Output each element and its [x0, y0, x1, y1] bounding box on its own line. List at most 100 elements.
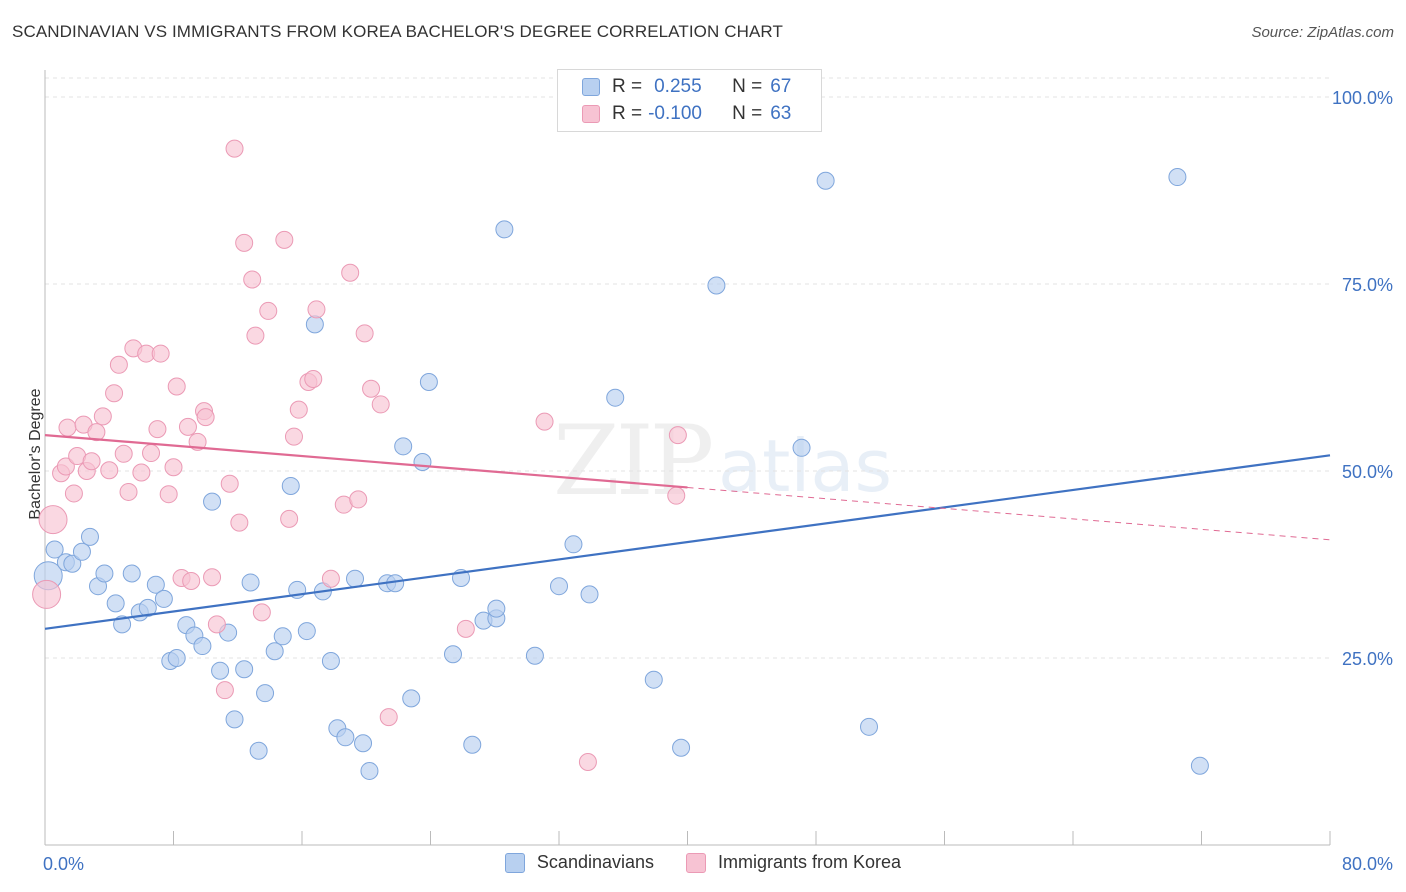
data-point-scandinavian: [413, 453, 432, 472]
data-point-scandinavian: [256, 684, 275, 703]
data-point-korea: [349, 490, 368, 509]
data-point-korea: [371, 395, 390, 414]
data-point-korea: [109, 355, 128, 374]
data-point-korea: [119, 482, 138, 501]
data-point-scandinavian: [1190, 756, 1209, 775]
data-point-scandinavian: [225, 710, 244, 729]
data-point-korea: [321, 569, 340, 588]
data-point-korea: [225, 139, 244, 158]
legend-label-korea: Immigrants from Korea: [718, 852, 902, 872]
data-point-korea: [289, 400, 308, 419]
data-point-korea: [355, 324, 374, 343]
trend-line-dashed-korea: [687, 486, 1331, 541]
watermark-zip: ZIP: [553, 405, 714, 517]
data-point-scandinavian: [354, 734, 373, 753]
data-point-korea: [132, 463, 151, 482]
data-point-korea: [456, 619, 475, 638]
legend-label-scandinavians: Scandinavians: [536, 852, 655, 872]
data-point-korea: [275, 230, 294, 249]
legend-swatch-blue: [504, 852, 525, 873]
data-point-scandinavian: [443, 645, 462, 664]
data-point-korea: [159, 485, 178, 504]
data-point-scandinavian: [235, 660, 254, 679]
data-point-korea: [58, 418, 77, 437]
series-legend: Scandinavians Immigrants from Korea: [0, 852, 1406, 873]
y-tick-label: 100.0%: [1332, 88, 1393, 108]
source-label: Source: ZipAtlas.com: [1251, 24, 1394, 41]
data-point-korea: [578, 752, 597, 771]
data-point-scandinavian: [463, 735, 482, 754]
data-point-scandinavian: [122, 564, 141, 583]
data-point-scandinavian: [816, 171, 835, 190]
y-tick-label: 25.0%: [1342, 649, 1393, 669]
data-point-scandinavian: [95, 564, 114, 583]
data-point-scandinavian: [80, 527, 99, 546]
data-point-korea: [148, 420, 167, 439]
data-point-scandinavian: [321, 651, 340, 670]
trend-line-scandinavian: [44, 454, 1331, 630]
data-point-korea: [362, 379, 381, 398]
data-point-scandinavian: [525, 646, 544, 665]
data-point-korea: [379, 708, 398, 727]
data-point-scandinavian: [606, 388, 625, 407]
data-point-korea: [93, 407, 112, 426]
data-point-scandinavian: [281, 476, 300, 495]
data-point-korea: [56, 457, 75, 476]
x-tick-label-max: 80.0%: [1342, 854, 1393, 874]
legend-r-value: -0.100: [648, 103, 702, 124]
data-point-scandinavian: [394, 437, 413, 456]
data-point-korea: [38, 505, 68, 535]
data-point-korea: [284, 427, 303, 446]
data-point-scandinavian: [154, 589, 173, 608]
legend-swatch-pink: [686, 852, 707, 873]
data-point-scandinavian: [495, 220, 514, 239]
data-point-korea: [668, 426, 687, 445]
data-point-korea: [304, 369, 323, 388]
x-tick-label-min: 0.0%: [43, 854, 84, 874]
data-point-scandinavian: [1168, 168, 1187, 187]
data-point-scandinavian: [360, 761, 379, 780]
legend-swatch-blue: [582, 78, 600, 96]
data-point-korea: [178, 417, 197, 436]
data-point-korea: [182, 571, 201, 590]
data-point-scandinavian: [249, 741, 268, 760]
data-point-korea: [196, 408, 215, 427]
data-point-scandinavian: [203, 492, 222, 511]
data-point-scandinavian: [346, 569, 365, 588]
data-point-korea: [114, 444, 133, 463]
data-point-korea: [667, 486, 686, 505]
data-point-scandinavian: [211, 661, 230, 680]
data-point-korea: [252, 603, 271, 622]
legend-n-label: N =: [732, 103, 763, 124]
data-point-scandinavian: [138, 598, 157, 617]
legend-n-value: 63: [770, 103, 792, 124]
data-point-scandinavian: [265, 642, 284, 661]
data-point-korea: [307, 300, 326, 319]
data-point-scandinavian: [860, 717, 879, 736]
data-point-scandinavian: [63, 554, 82, 573]
data-point-scandinavian: [672, 738, 691, 757]
data-point-korea: [32, 579, 62, 609]
y-tick-label: 50.0%: [1342, 462, 1393, 482]
data-point-korea: [246, 326, 265, 345]
data-point-scandinavian: [72, 542, 91, 561]
data-point-scandinavian: [419, 372, 438, 391]
data-point-scandinavian: [707, 276, 726, 295]
data-point-korea: [82, 452, 101, 471]
data-point-korea: [64, 484, 83, 503]
data-point-korea: [243, 270, 262, 289]
data-point-scandinavian: [193, 637, 212, 656]
y-tick-label: 75.0%: [1342, 275, 1393, 295]
data-point-scandinavian: [45, 540, 64, 559]
stats-legend: R = 0.255 N = 67 R = -0.100 N = 63: [557, 69, 822, 132]
data-point-scandinavian: [564, 535, 583, 554]
data-point-korea: [230, 513, 249, 532]
data-point-scandinavian: [106, 594, 125, 613]
data-point-scandinavian: [487, 599, 506, 618]
data-point-korea: [164, 458, 183, 477]
data-point-korea: [167, 377, 186, 396]
legend-r-label: R =: [612, 76, 643, 97]
data-point-scandinavian: [336, 728, 355, 747]
data-point-korea: [105, 384, 124, 403]
